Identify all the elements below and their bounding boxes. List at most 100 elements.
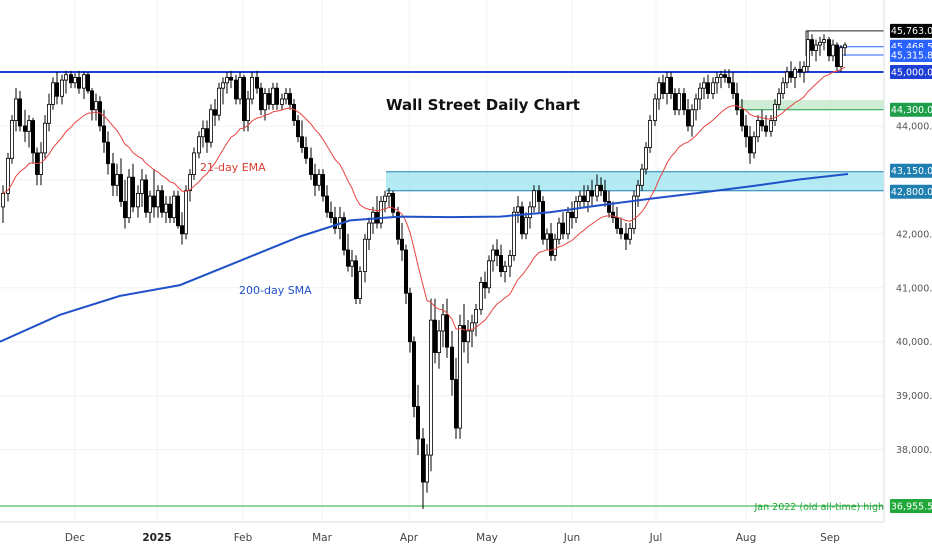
candle <box>677 88 682 116</box>
candle <box>341 212 346 256</box>
candle <box>47 93 52 132</box>
candle <box>590 179 595 207</box>
candle <box>55 72 60 105</box>
candle <box>147 190 152 224</box>
candle <box>711 77 716 99</box>
candle <box>516 196 521 224</box>
candle <box>578 190 583 207</box>
candle <box>636 179 641 207</box>
candle <box>507 250 512 278</box>
candle <box>520 201 525 240</box>
candle <box>793 66 798 89</box>
candle <box>549 223 554 261</box>
candle <box>295 115 300 143</box>
candle <box>357 266 362 304</box>
candle <box>324 185 329 218</box>
candle <box>802 61 807 83</box>
candle <box>432 298 437 364</box>
ema-label: 21-day EMA <box>200 161 266 174</box>
green-zone <box>735 100 884 110</box>
price-label-box <box>890 23 932 38</box>
candle <box>694 93 699 121</box>
candle <box>299 120 304 153</box>
candle <box>254 70 259 94</box>
candle <box>541 196 546 245</box>
candle <box>320 169 325 202</box>
candle <box>77 70 82 94</box>
candle <box>366 217 371 251</box>
candle <box>615 206 620 234</box>
candle <box>727 69 732 89</box>
candle <box>557 217 562 245</box>
candle <box>777 88 782 110</box>
candle <box>822 34 827 51</box>
candle <box>378 196 383 229</box>
candle <box>353 255 358 304</box>
candle <box>566 206 571 240</box>
x-tick-label: Jul <box>649 532 663 544</box>
candle <box>187 169 192 202</box>
candle <box>673 88 678 116</box>
candle <box>482 271 487 299</box>
candle <box>249 72 254 105</box>
candle <box>698 82 703 110</box>
chart-title: Wall Street Daily Chart <box>386 96 580 114</box>
price-label: 45,315.8 <box>891 50 932 61</box>
y-tick-label: 39,000.0 <box>896 391 932 402</box>
price-label: 42,800.0 <box>891 187 932 198</box>
candle <box>835 42 840 72</box>
candle <box>171 190 176 224</box>
candle <box>403 244 408 304</box>
candle <box>537 185 542 213</box>
price-label-box <box>890 163 932 178</box>
candle <box>827 36 832 62</box>
candle <box>183 185 188 240</box>
candle <box>123 179 128 229</box>
price-label: 44,300.0 <box>891 105 932 116</box>
candle <box>130 163 135 213</box>
candle <box>64 70 69 94</box>
y-tick-label: 44,000.0 <box>896 121 932 132</box>
candle <box>449 330 454 396</box>
candle <box>723 69 728 83</box>
candle <box>159 185 164 218</box>
x-tick-label: May <box>476 532 498 544</box>
x-tick-label: Feb <box>234 532 253 544</box>
candle <box>735 82 740 116</box>
candle <box>258 82 263 116</box>
x-tick-label: Apr <box>400 532 419 544</box>
candle <box>30 117 35 164</box>
candle <box>90 88 95 121</box>
candle <box>719 70 724 89</box>
candle <box>818 36 823 56</box>
candle <box>167 196 172 224</box>
candle <box>831 39 836 62</box>
candle <box>135 185 140 218</box>
price-labels: 45,763.0 45,468.545,315.8 45,000.0 44,300.0… <box>890 23 932 513</box>
candle <box>644 142 649 175</box>
candle <box>545 228 550 251</box>
candle <box>119 158 124 207</box>
candle <box>139 169 144 207</box>
candle <box>715 72 720 94</box>
candle <box>127 169 132 224</box>
candle <box>212 98 217 126</box>
candle <box>582 185 587 207</box>
candle <box>553 233 558 261</box>
candle <box>245 90 250 132</box>
candle <box>473 303 478 337</box>
x-tick-label: Aug <box>736 532 757 544</box>
candle <box>760 109 765 132</box>
candle <box>798 61 803 78</box>
price-label-box <box>890 184 932 199</box>
price-label: 36,955.5 <box>891 501 932 512</box>
candle <box>204 120 209 153</box>
candle <box>6 152 11 202</box>
candle <box>191 147 196 180</box>
candle <box>208 104 213 148</box>
candle <box>111 152 116 197</box>
candle <box>73 73 78 89</box>
candle <box>839 45 844 72</box>
x-tick-label: Sep <box>820 532 840 544</box>
